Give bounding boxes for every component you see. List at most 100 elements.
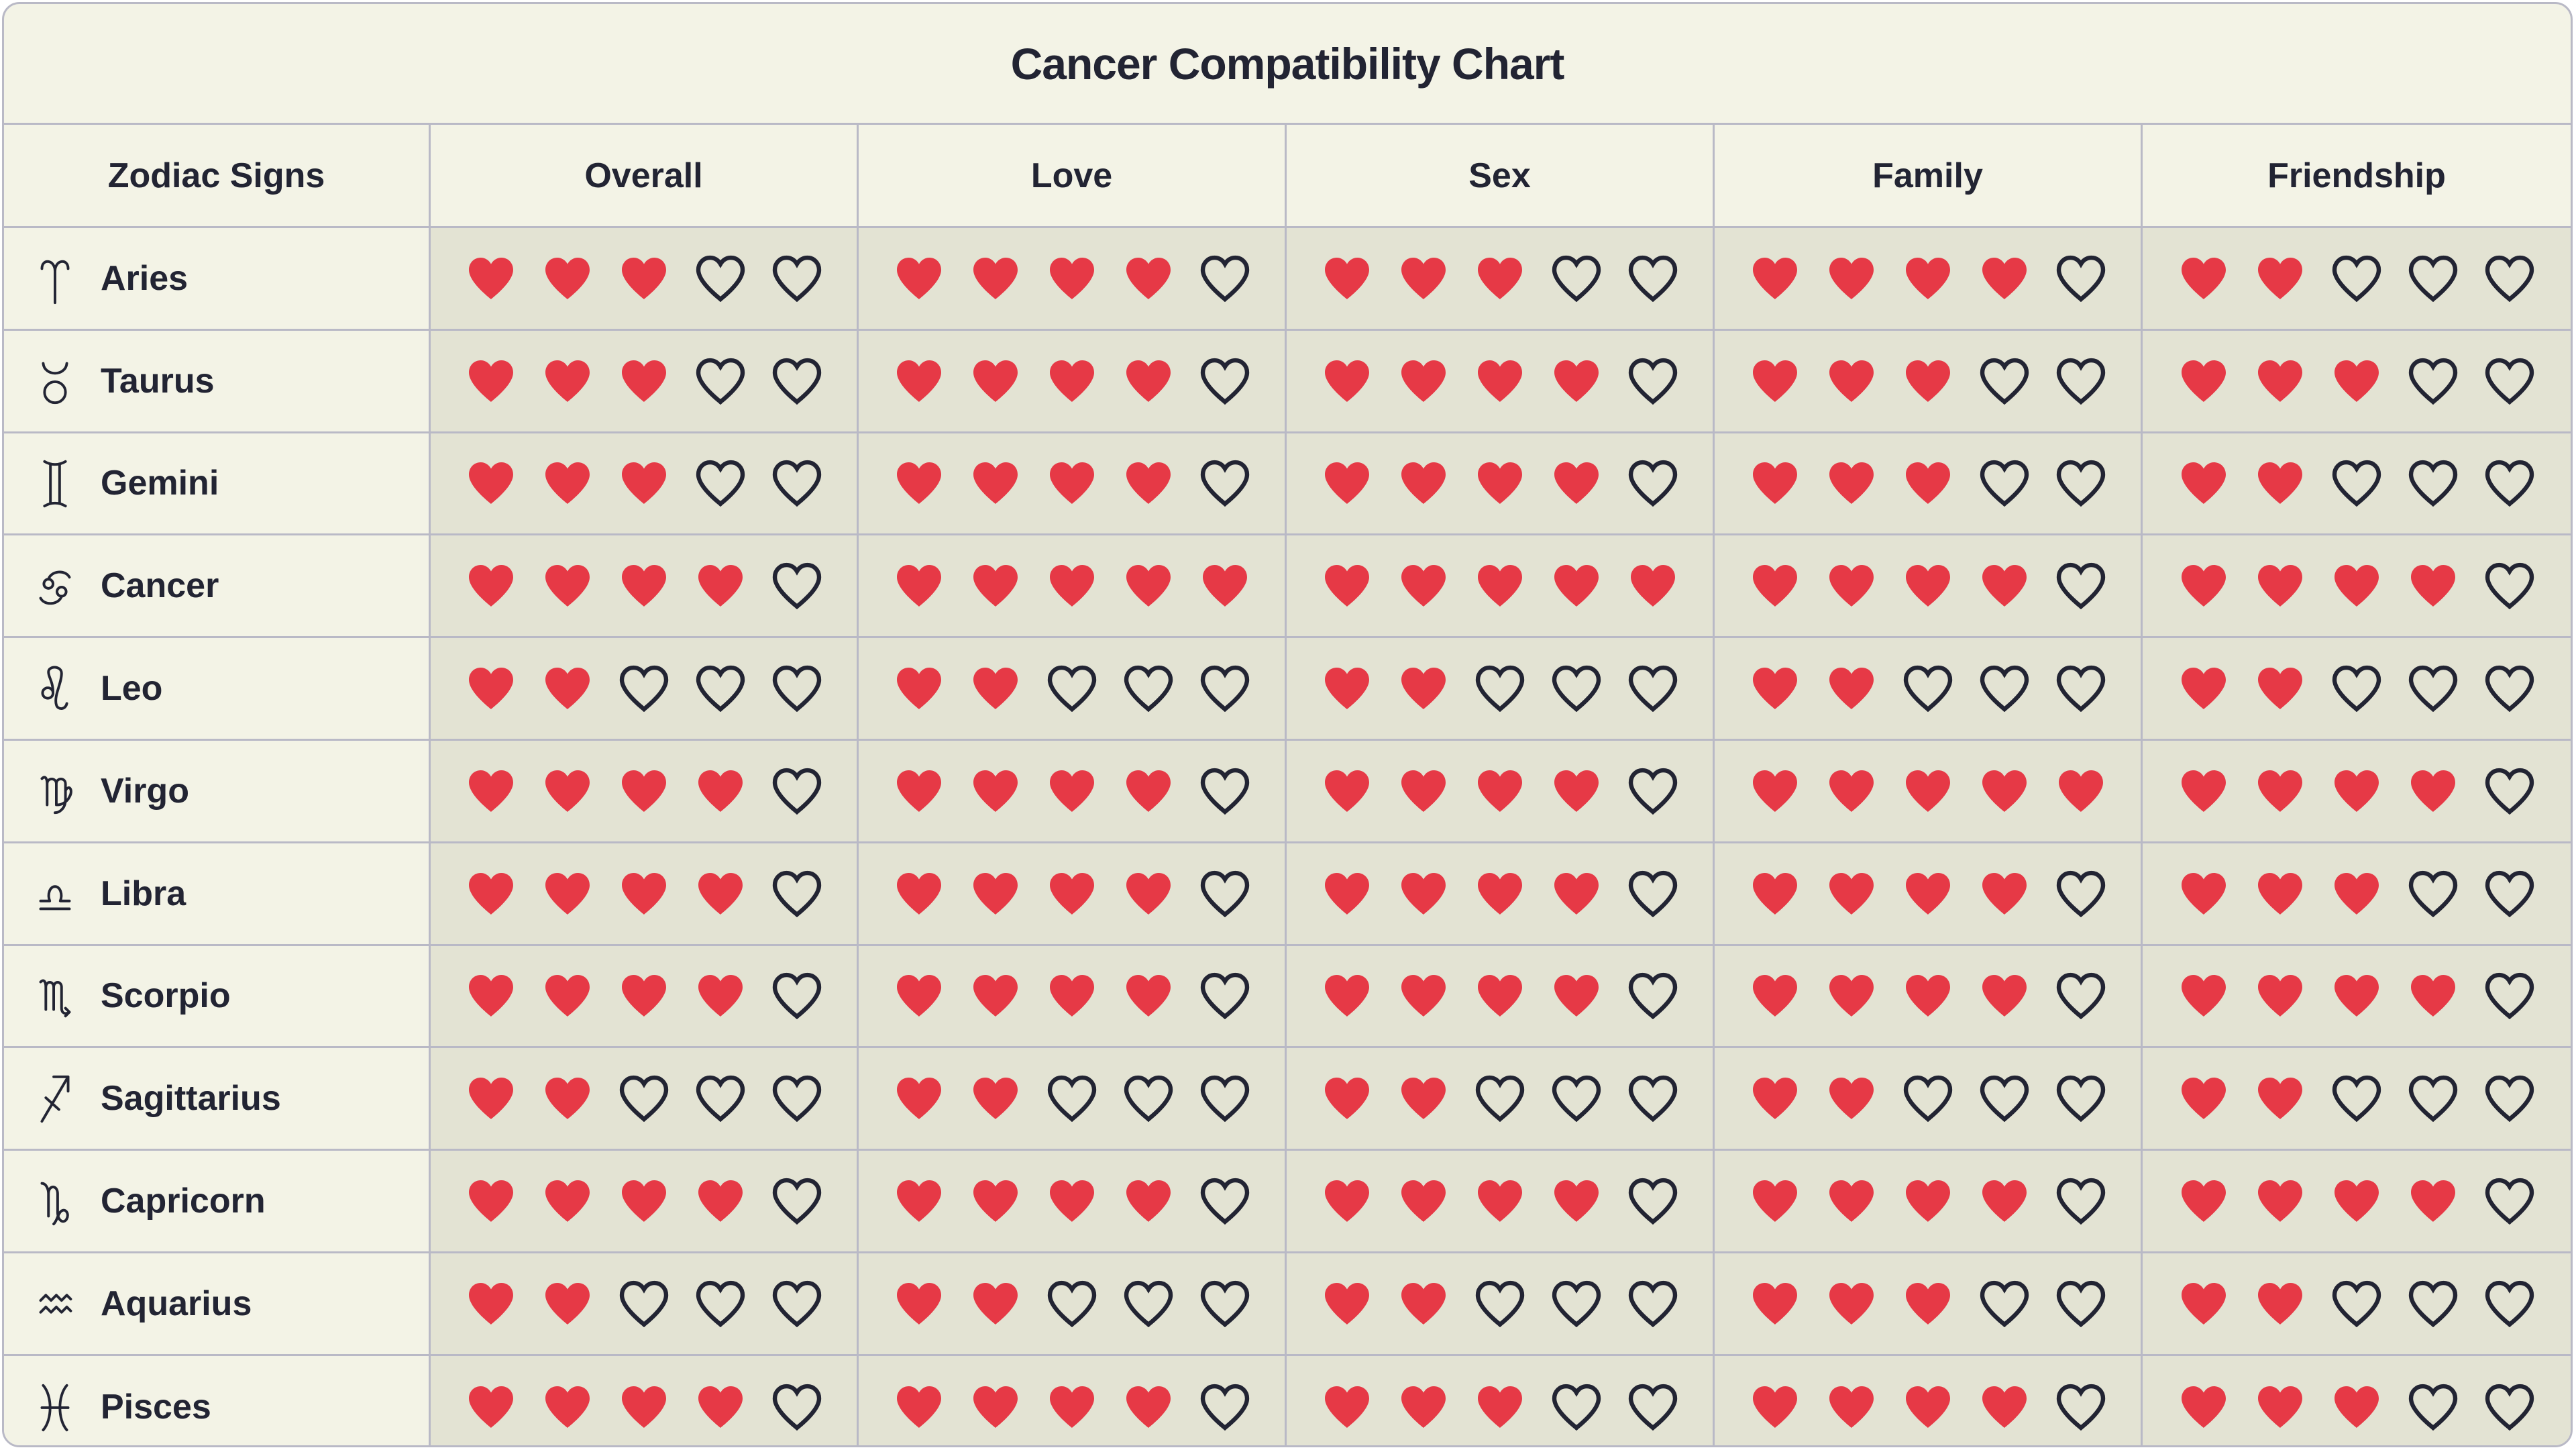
filled-heart-icon — [621, 1386, 666, 1429]
column-header: Friendship — [2143, 125, 2571, 228]
empty-heart-icon — [2485, 665, 2534, 713]
filled-heart-icon — [468, 975, 513, 1017]
filled-heart-icon — [698, 975, 743, 1017]
filled-heart-icon — [1905, 462, 1950, 505]
filled-heart-icon — [2411, 770, 2455, 812]
filled-heart-icon — [1126, 872, 1171, 915]
filled-heart-icon — [545, 1282, 590, 1325]
empty-heart-icon — [1980, 665, 2029, 713]
empty-heart-icon — [2485, 255, 2534, 302]
rating-cell — [1715, 228, 2143, 331]
filled-heart-icon — [1905, 360, 1950, 402]
empty-heart-icon — [2332, 1280, 2381, 1327]
filled-heart-icon — [1752, 975, 1797, 1017]
filled-heart-icon — [1324, 1282, 1369, 1325]
empty-heart-icon — [772, 973, 821, 1020]
filled-heart-icon — [468, 668, 513, 710]
empty-heart-icon — [2056, 1384, 2105, 1431]
filled-heart-icon — [1905, 872, 1950, 915]
filled-heart-icon — [1829, 462, 1874, 505]
rating-cell — [1715, 1048, 2143, 1151]
filled-heart-icon — [973, 668, 1018, 710]
filled-heart-icon — [1905, 1180, 1950, 1223]
empty-heart-icon — [1980, 1076, 2029, 1123]
sign-cell: Cancer — [4, 535, 431, 639]
filled-heart-icon — [2334, 360, 2379, 402]
filled-heart-icon — [621, 975, 666, 1017]
filled-heart-icon — [2258, 360, 2302, 402]
filled-heart-icon — [1829, 872, 1874, 915]
filled-heart-icon — [1126, 770, 1171, 812]
filled-heart-icon — [1554, 565, 1599, 607]
empty-heart-icon — [1903, 665, 1952, 713]
scorpio-icon — [27, 968, 83, 1024]
empty-heart-icon — [2332, 665, 2381, 713]
empty-heart-icon — [1552, 665, 1601, 713]
empty-heart-icon — [2408, 1384, 2458, 1431]
filled-heart-icon — [1905, 1386, 1950, 1429]
rating-cell — [1715, 535, 2143, 639]
rating-cell — [1715, 330, 2143, 433]
filled-heart-icon — [1905, 1282, 1950, 1325]
rating-cell — [859, 1151, 1287, 1253]
filled-heart-icon — [2182, 565, 2226, 607]
sign-label: Pisces — [101, 1388, 211, 1427]
rating-cell — [2143, 535, 2571, 639]
filled-heart-icon — [1477, 1386, 1522, 1429]
empty-heart-icon — [696, 1076, 745, 1123]
filled-heart-icon — [973, 1386, 1018, 1429]
empty-heart-icon — [1200, 358, 1249, 405]
empty-heart-icon — [696, 1280, 745, 1327]
filled-heart-icon — [2182, 1386, 2226, 1429]
filled-heart-icon — [1401, 975, 1446, 1017]
filled-heart-icon — [973, 360, 1018, 402]
empty-heart-icon — [2056, 460, 2105, 507]
empty-heart-icon — [696, 665, 745, 713]
sign-cell: Leo — [4, 638, 431, 741]
rating-cell — [431, 330, 859, 433]
empty-heart-icon — [1124, 665, 1173, 713]
rating-cell — [1287, 1048, 1715, 1151]
empty-heart-icon — [1200, 460, 1249, 507]
empty-heart-icon — [1628, 768, 1677, 815]
filled-heart-icon — [2411, 1180, 2455, 1223]
filled-heart-icon — [1126, 462, 1171, 505]
filled-heart-icon — [1477, 975, 1522, 1017]
filled-heart-icon — [1829, 360, 1874, 402]
filled-heart-icon — [1401, 1078, 1446, 1120]
filled-heart-icon — [2182, 1282, 2226, 1325]
filled-heart-icon — [468, 872, 513, 915]
empty-heart-icon — [2408, 255, 2458, 302]
filled-heart-icon — [1126, 565, 1171, 607]
filled-heart-icon — [1829, 770, 1874, 812]
filled-heart-icon — [973, 872, 1018, 915]
empty-heart-icon — [1047, 1280, 1096, 1327]
empty-heart-icon — [1980, 460, 2029, 507]
rating-cell — [431, 1048, 859, 1151]
rating-cell — [859, 330, 1287, 433]
filled-heart-icon — [621, 565, 666, 607]
filled-heart-icon — [896, 257, 941, 299]
rating-cell — [1287, 843, 1715, 946]
filled-heart-icon — [1324, 257, 1369, 299]
filled-heart-icon — [1401, 770, 1446, 812]
filled-heart-icon — [896, 1180, 941, 1223]
filled-heart-icon — [2334, 975, 2379, 1017]
filled-heart-icon — [973, 1078, 1018, 1120]
filled-heart-icon — [545, 462, 590, 505]
filled-heart-icon — [2258, 975, 2302, 1017]
empty-heart-icon — [1047, 1076, 1096, 1123]
rating-cell — [859, 1253, 1287, 1356]
rating-cell — [1287, 638, 1715, 741]
sign-label: Virgo — [101, 771, 189, 811]
filled-heart-icon — [1554, 360, 1599, 402]
rating-cell — [1287, 433, 1715, 536]
empty-heart-icon — [2332, 1076, 2381, 1123]
empty-heart-icon — [1200, 1384, 1249, 1431]
sign-label: Sagittarius — [101, 1079, 281, 1119]
compatibility-table: Zodiac Signs Overall Love Sex Family Friendsh… — [4, 125, 2571, 1445]
empty-heart-icon — [1200, 870, 1249, 917]
empty-heart-icon — [772, 665, 821, 713]
filled-heart-icon — [1324, 360, 1369, 402]
rating-cell — [859, 1355, 1287, 1445]
